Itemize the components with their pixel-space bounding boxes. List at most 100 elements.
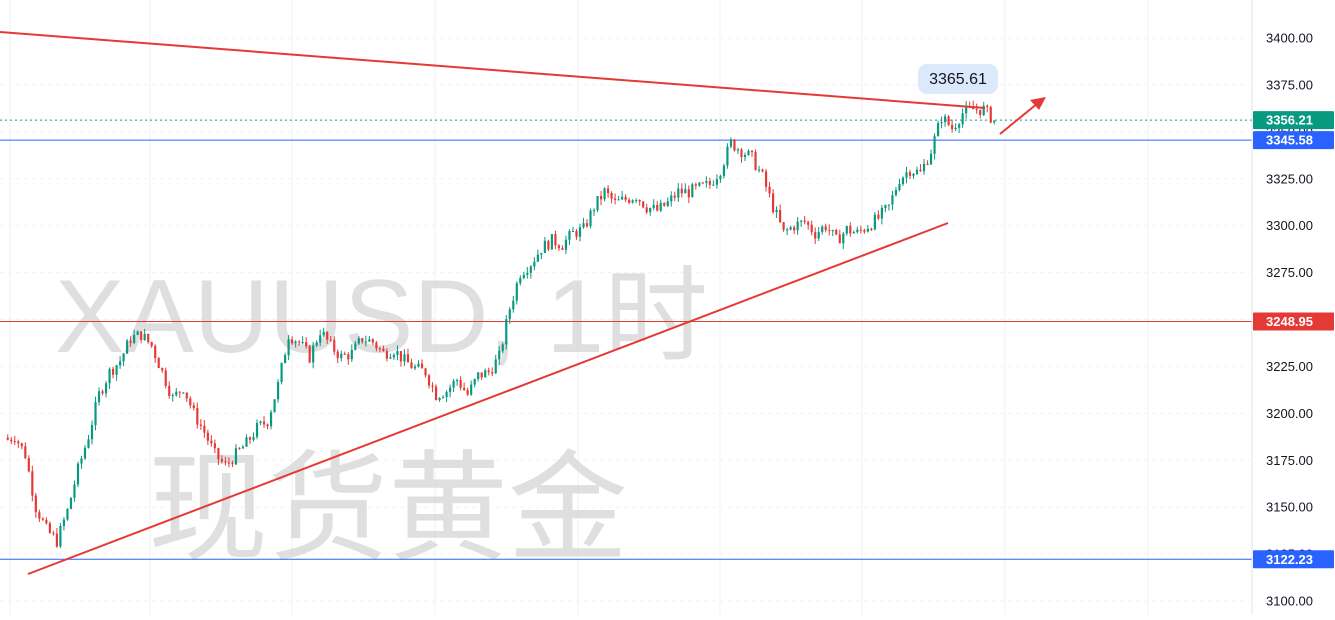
candle-up	[796, 221, 799, 231]
watermark: XAUUSD, 1时 现货黄金	[55, 259, 708, 576]
candle-down	[434, 386, 438, 400]
candle-down	[814, 232, 817, 239]
high-price-label: 3365.61	[929, 71, 987, 88]
candle-down	[206, 432, 209, 441]
candle-up	[508, 309, 511, 320]
candle-up	[515, 283, 518, 301]
candle-up	[273, 399, 276, 413]
price-axis-tick-label: 3325.00	[1266, 171, 1313, 186]
candle-up	[470, 384, 473, 395]
candle-up	[652, 204, 655, 209]
candle-down	[554, 234, 557, 246]
candle-down	[111, 368, 115, 375]
candle-up	[715, 179, 718, 185]
candle-up	[873, 214, 876, 230]
candle-down	[771, 193, 775, 213]
candle-down	[624, 196, 627, 200]
candle-down	[575, 230, 578, 237]
candle-up	[582, 223, 585, 228]
candle-up	[94, 402, 97, 426]
candle-up	[936, 123, 940, 137]
candle-down	[480, 372, 483, 378]
candle-down	[687, 189, 690, 198]
candle-up	[898, 183, 901, 191]
candle-up	[505, 319, 508, 345]
candle-up	[104, 383, 108, 394]
candle-down	[399, 351, 403, 362]
candle-down	[733, 139, 736, 151]
candle-up	[592, 210, 596, 212]
candle-down	[599, 195, 603, 200]
candle-up	[269, 412, 273, 427]
candle-up	[786, 229, 789, 231]
candle-up	[392, 354, 396, 358]
candle-up	[677, 188, 680, 198]
price-badge	[1253, 312, 1334, 331]
candle-up	[666, 201, 669, 206]
candle-up	[519, 277, 522, 284]
candle-down	[227, 462, 231, 464]
candle-down	[203, 425, 206, 433]
candle-up	[880, 207, 883, 219]
candle-down	[154, 345, 157, 359]
price-badge-label: 3122.23	[1266, 552, 1313, 567]
candle-up	[354, 343, 357, 350]
candle-down	[157, 358, 160, 369]
candle-up	[894, 190, 898, 196]
candle-up	[905, 172, 908, 178]
candle-up	[596, 195, 599, 211]
candle-down	[305, 341, 308, 347]
candle-down	[129, 340, 132, 343]
candle-down	[557, 245, 561, 249]
candle-up	[477, 372, 480, 380]
candle-up	[259, 421, 262, 423]
candle-down	[231, 462, 234, 465]
candle-up	[726, 146, 729, 166]
candle-up	[512, 300, 515, 310]
candle-up	[529, 266, 532, 273]
price-axis-background	[1252, 0, 1335, 615]
candle-down	[31, 471, 34, 496]
candle-down	[859, 229, 862, 231]
candle-up	[456, 380, 459, 382]
candle-down	[487, 370, 490, 373]
candle-up	[62, 519, 66, 526]
candle-up	[445, 391, 448, 398]
candle-down	[459, 380, 462, 388]
candle-up	[473, 379, 476, 385]
candle-down	[606, 188, 610, 193]
candle-up	[536, 254, 539, 262]
candle-down	[55, 533, 58, 547]
candle-up	[722, 165, 726, 176]
price-axis-tick-label: 3100.00	[1266, 594, 1313, 609]
candle-up	[115, 365, 118, 375]
candle-down	[361, 338, 364, 342]
candle-down	[708, 181, 711, 185]
candle-up	[368, 339, 371, 342]
candle-down	[750, 150, 754, 152]
candle-down	[343, 353, 346, 355]
candle-up	[245, 437, 248, 447]
price-axis[interactable]: 3400.003375.003350.003325.003300.003275.…	[1251, 0, 1335, 615]
candle-down	[642, 201, 645, 208]
candle-up	[522, 274, 525, 278]
candle-down	[326, 331, 329, 340]
price-badge-label: 3248.95	[1266, 314, 1313, 329]
candle-up	[287, 339, 290, 356]
candle-down	[663, 202, 666, 206]
price-axis-tick-label: 3400.00	[1266, 31, 1313, 46]
candle-down	[427, 375, 431, 386]
candle-up	[498, 350, 501, 360]
candle-down	[466, 390, 469, 395]
price-badge-label: 3345.58	[1266, 133, 1313, 148]
candle-up	[403, 354, 406, 362]
candle-down	[585, 223, 589, 227]
candle-up	[452, 381, 455, 388]
candle-up	[76, 463, 80, 485]
candle-down	[986, 105, 989, 107]
candle-down	[989, 106, 992, 123]
candle-up	[108, 368, 111, 384]
descending-resistance-trendline	[0, 31, 986, 109]
candle-down	[20, 443, 23, 447]
